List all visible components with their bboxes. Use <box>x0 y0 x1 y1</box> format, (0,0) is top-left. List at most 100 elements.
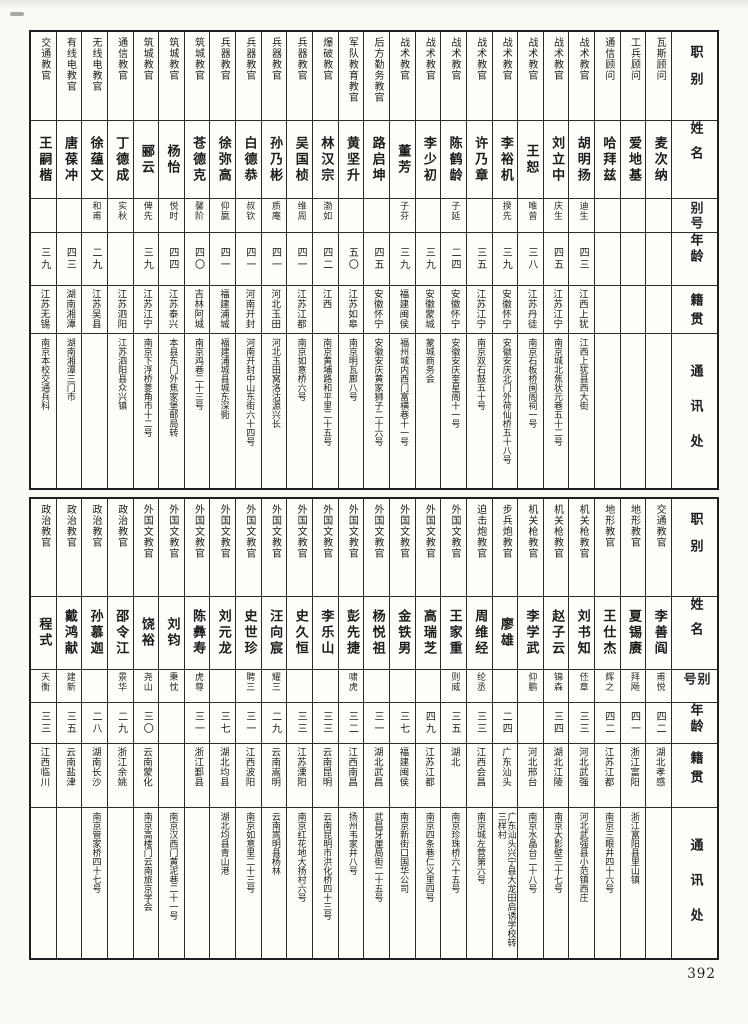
position-cell-text: 后方勤务教官 <box>372 37 384 103</box>
name-cell: 李裕机 <box>492 120 518 198</box>
age-cell: 四二 <box>313 232 338 285</box>
name-cell-text: 史世珍 <box>241 609 257 657</box>
address-cell-text: 江西上犹县西大街 <box>577 338 588 410</box>
age-cell: 四九 <box>415 702 441 743</box>
position-cell-text: 筑城教官 <box>192 37 204 81</box>
person-column: 外国文教官 陈彝寿 虎尊 三一 浙江鄞县 <box>183 499 210 958</box>
position-cell: 外国文教官 <box>416 499 441 596</box>
person-column: 战术教官 胡明扬 迪生 四三 江西上犹 江西上犹县西大街 <box>568 32 595 488</box>
native-place-cell: 江西 <box>313 285 338 333</box>
native-place-cell-text: 浙江鄞县 <box>192 747 204 787</box>
age-cell <box>159 702 184 743</box>
position-cell: 兵器教官 <box>210 32 235 120</box>
position-cell: 外国文教官 <box>185 499 210 596</box>
alias-cell <box>82 669 107 702</box>
name-cell: 高瑞芝 <box>415 596 441 669</box>
position-cell: 战术教官 <box>544 32 569 120</box>
address-cell-text: 南京黄埔路和平里二十五号 <box>321 338 332 446</box>
scan-edge-shading <box>0 0 748 10</box>
name-cell-text: 李学武 <box>523 609 539 657</box>
header-alias: 别号 <box>672 669 717 702</box>
age-cell: 三九 <box>133 232 159 285</box>
address-cell-text: 南京本校交通兵科 <box>39 338 50 410</box>
alias-cell: 仰鹏 <box>518 669 543 702</box>
position-cell-text: 战术教官 <box>500 37 512 81</box>
header-age-label: 年龄 <box>687 233 703 265</box>
native-place-cell: 吉林阿城 <box>184 285 210 333</box>
address-cell: 云南昆明市洪化桥四十三号 <box>313 807 338 958</box>
name-cell: 丁德成 <box>107 120 133 198</box>
position-cell-text: 通信教官 <box>115 37 127 81</box>
header-position-label: 职别 <box>687 512 703 566</box>
address-cell-text: 扬州韦家井八号 <box>346 812 357 875</box>
person-column: 战术教官 刘立中 庆生 四五 江苏江宁 南京城北焦状元巷五十二号 <box>542 32 569 488</box>
alias-cell: 天衡 <box>30 669 56 702</box>
position-cell-text: 外国文教官 <box>269 504 281 559</box>
header-address-label: 通讯处 <box>687 364 703 469</box>
position-cell-text: 机关枪教官 <box>525 504 537 559</box>
address-cell <box>82 333 107 488</box>
age-cell-text: 三九 <box>500 247 512 271</box>
address-cell: 南京城北焦状元巷五十二号 <box>543 333 569 488</box>
address-cell-text: 河北玉田窝洛沽源兴长 <box>269 338 280 428</box>
age-cell: 五〇 <box>338 232 364 285</box>
name-cell-text: 杨怡 <box>164 143 180 176</box>
position-cell: 外国文教官 <box>313 499 338 596</box>
address-cell: 河北玉田窝洛沽源兴长 <box>261 333 287 488</box>
alias-cell <box>415 669 441 702</box>
native-place-cell-text: 福建闽侯 <box>397 747 409 787</box>
position-cell: 外国文教官 <box>134 499 159 596</box>
native-place-cell: 江西波阳 <box>236 743 261 807</box>
age-cell-text: 二九 <box>89 247 101 271</box>
age-cell <box>595 232 620 285</box>
name-cell-text: 黄坚升 <box>344 135 359 184</box>
alias-cell-text: 迪生 <box>577 201 588 221</box>
position-cell: 工兵顾问 <box>621 32 646 120</box>
position-cell: 机关枪教官 <box>544 499 569 596</box>
address-cell: 南京明瓦廊八号 <box>338 333 364 488</box>
name-cell: 胡明扬 <box>569 120 595 198</box>
age-cell: 四一 <box>236 232 261 285</box>
position-cell-text: 外国文教官 <box>320 504 332 559</box>
address-cell-text: 福建浦城县城东深衕 <box>218 338 229 419</box>
position-cell-text: 筑城教官 <box>141 37 153 81</box>
name-cell: 孙乃彬 <box>261 120 287 198</box>
native-place-cell: 浙江余姚 <box>107 743 133 807</box>
position-cell-text: 战术教官 <box>525 37 537 81</box>
person-column: 筑城教官 郦云 俾先 三九 江苏江宁 南京下浮桥菱角市十二号 <box>132 32 159 488</box>
position-cell: 兵器教官 <box>236 32 261 120</box>
address-cell-text: 安徽安庆北门外荷仙桥五十八号 <box>500 338 511 464</box>
alias-cell: 拜飏 <box>620 669 646 702</box>
position-cell-text: 外国文教官 <box>218 504 230 559</box>
address-cell: 本县东门外焦家堡邮局转 <box>159 333 184 488</box>
address-cell-text: 浙江富阳县里山镇 <box>628 812 639 884</box>
alias-cell-text: 仰嬴 <box>218 201 229 221</box>
address-cell-text: 云南嵩明县杨林 <box>269 812 280 875</box>
person-column: 地形教官 夏锡赓 拜飏 四一 浙江富阳 浙江富阳县里山镇 <box>619 499 646 958</box>
name-cell: 廖雄 <box>492 596 518 669</box>
address-cell: 南京四条巷仁义里四号 <box>415 807 441 958</box>
native-place-cell-text: 江西上犹 <box>576 289 588 329</box>
position-cell-text: 兵器教官 <box>269 37 281 81</box>
native-place-cell-text: 河南开封 <box>243 289 255 329</box>
address-cell <box>30 807 56 958</box>
native-place-cell: 江西上犹 <box>569 285 595 333</box>
address-cell-text: 南京四条巷仁义里四号 <box>423 812 434 902</box>
person-column: 有线电教官 唐葆冲 四三 湖南湘潭 湖南湘潭三门市 <box>55 32 82 488</box>
name-cell: 汪向宸 <box>261 596 287 669</box>
position-cell: 瓦斯顾问 <box>646 32 671 120</box>
native-place-cell-text: 湖北武昌 <box>371 747 383 787</box>
person-column: 军队教育教官 黄坚升 五〇 江苏如皋 南京明瓦廊八号 <box>337 32 364 488</box>
position-cell-text: 战术教官 <box>448 37 460 81</box>
name-cell-text: 麦次纳 <box>651 135 667 184</box>
native-place-cell-text: 安徽怀宁 <box>371 289 383 329</box>
native-place-cell: 安徽怀宁 <box>441 285 466 333</box>
person-column: 地形教官 王仕杰 辉之 四二 江苏江都 南京三眼井四十六号 <box>594 499 620 958</box>
address-cell: 浙江富阳县里山镇 <box>620 807 646 958</box>
position-cell-text: 外国文教官 <box>243 504 255 559</box>
native-place-cell-text: 河北武强 <box>576 747 588 787</box>
alias-cell: 维周 <box>287 198 313 232</box>
alias-cell <box>338 198 364 232</box>
position-cell-text: 兵器教官 <box>243 37 255 81</box>
position-cell: 后方勤务教官 <box>364 32 389 120</box>
